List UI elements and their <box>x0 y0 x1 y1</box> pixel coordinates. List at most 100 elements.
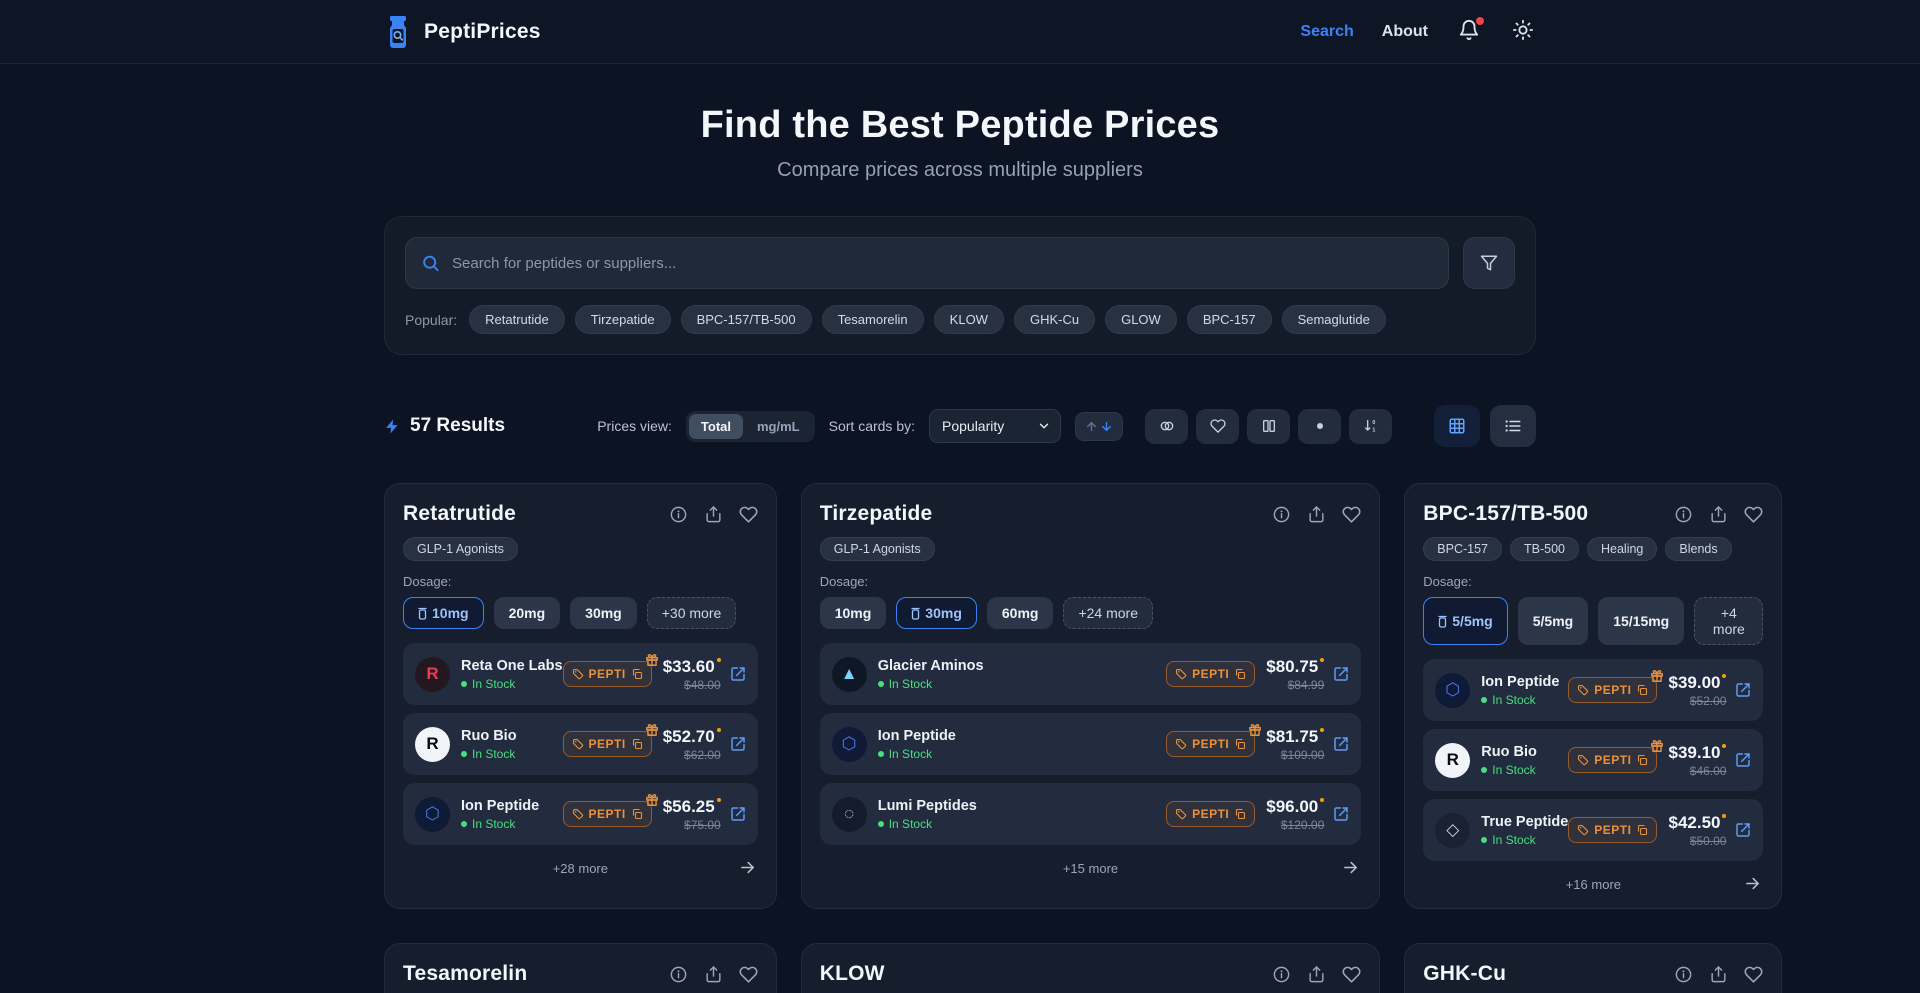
coupon-button[interactable]: PEPTI <box>1166 801 1256 827</box>
brand-logo[interactable]: PeptiPrices <box>384 15 541 49</box>
grid-view-button[interactable] <box>1434 405 1480 447</box>
supplier-row[interactable]: ⬡ Ion Peptide In Stock PEPTI $56.25 $75.00 <box>403 783 758 845</box>
popular-tag-pill[interactable]: GHK-Cu <box>1013 305 1096 334</box>
share-button[interactable] <box>1307 965 1326 984</box>
dosage-pill[interactable]: 5/5mg <box>1517 597 1589 645</box>
price-indicator-dot <box>716 797 721 802</box>
heart-button[interactable] <box>739 965 758 984</box>
external-link-button[interactable] <box>730 666 746 682</box>
more-suppliers-button[interactable]: +15 more <box>1062 860 1119 876</box>
supplier-row[interactable]: R Ruo Bio In Stock PEPTI $39.10 $46.00 <box>1423 729 1764 791</box>
price-indicator-dot <box>1722 743 1727 748</box>
more-suppliers-button[interactable]: +16 more <box>1565 876 1622 892</box>
heart-button[interactable] <box>1744 505 1764 524</box>
popular-tag-pill[interactable]: BPC-157 <box>1186 305 1272 334</box>
dosage-pill[interactable]: 10mg <box>403 597 484 629</box>
supplier-row[interactable]: ◇ True Peptide In Stock PEPTI $42.50 $50.00 <box>1423 799 1764 861</box>
info-button[interactable] <box>1272 505 1291 524</box>
tag-icon <box>1175 668 1187 680</box>
popular-tag-pill[interactable]: Retatrutide <box>469 305 565 334</box>
dosage-pill[interactable]: 5/5mg <box>1423 597 1508 645</box>
popular-tag-pill[interactable]: Tesamorelin <box>821 305 924 334</box>
share-button[interactable] <box>704 505 723 524</box>
heart-button[interactable] <box>1342 965 1361 984</box>
dosage-more-button[interactable]: +4 more <box>1694 597 1764 645</box>
old-price: $62.00 <box>684 747 721 762</box>
popular-tag-pill[interactable]: Semaglutide <box>1281 305 1386 334</box>
external-link-button[interactable] <box>1333 666 1349 682</box>
external-link-button[interactable] <box>730 806 746 822</box>
coupon-button[interactable]: PEPTI <box>562 731 652 757</box>
popular-tag-pill[interactable]: GLOW <box>1105 305 1177 334</box>
coupon-button[interactable]: PEPTI <box>1568 817 1658 843</box>
view-all-arrow-button[interactable] <box>1342 859 1359 876</box>
info-button[interactable] <box>669 505 688 524</box>
external-link-button[interactable] <box>730 736 746 752</box>
heart-button[interactable] <box>739 505 758 524</box>
dosage-pill[interactable]: 15/15mg <box>1598 597 1685 645</box>
sort-direction-button[interactable] <box>1075 411 1123 441</box>
info-button[interactable] <box>669 965 688 984</box>
dosage-pill[interactable]: 30mg <box>896 597 977 629</box>
coupon-button[interactable]: PEPTI <box>1166 661 1256 687</box>
view-all-arrow-button[interactable] <box>739 859 756 876</box>
stock-status: In Stock <box>461 817 539 831</box>
coupon-button[interactable]: PEPTI <box>562 661 652 687</box>
external-link-button[interactable] <box>1735 822 1751 838</box>
share-button[interactable] <box>704 965 723 984</box>
coupon-button[interactable]: PEPTI <box>562 801 652 827</box>
popular-tag-pill[interactable]: BPC-157/TB-500 <box>680 305 812 334</box>
dosage-pill[interactable]: 20mg <box>493 597 561 629</box>
columns-button[interactable] <box>1247 408 1290 444</box>
more-suppliers-button[interactable]: +28 more <box>552 860 608 876</box>
external-link-button[interactable] <box>1333 806 1349 822</box>
heart-button[interactable] <box>1196 408 1239 444</box>
coupon-button[interactable]: PEPTI <box>1166 731 1256 757</box>
stock-dot <box>461 820 467 827</box>
price-mode-mgml[interactable]: mg/mL <box>745 414 812 439</box>
dot-icon <box>1312 418 1328 434</box>
heart-button[interactable] <box>1342 505 1361 524</box>
coupon-button[interactable]: PEPTI <box>1568 747 1658 773</box>
dosage-pill[interactable]: 30mg <box>570 597 637 629</box>
filter-button[interactable] <box>1463 237 1515 289</box>
supplier-row[interactable]: ▲ Glacier Aminos In Stock PEPTI $80.75 $84.99 <box>819 643 1362 705</box>
supplier-row[interactable]: R Ruo Bio In Stock PEPTI $52.70 $62.00 <box>403 713 758 775</box>
supplier-row[interactable]: ⬡ Ion Peptide In Stock PEPTI $39.00 $52.00 <box>1423 659 1764 721</box>
supplier-avatar: R <box>415 656 450 692</box>
overlap-circles-button[interactable] <box>1145 408 1188 444</box>
share-button[interactable] <box>1709 505 1728 524</box>
coupon-button[interactable]: PEPTI <box>1568 677 1658 703</box>
info-button[interactable] <box>1272 965 1291 984</box>
nav-link-search[interactable]: Search <box>1300 22 1354 40</box>
nav-link-about[interactable]: About <box>1381 22 1428 40</box>
theme-toggle-button[interactable] <box>1510 19 1536 45</box>
dosage-pill[interactable]: 10mg <box>819 597 887 629</box>
stock-dot <box>877 820 884 827</box>
view-all-arrow-button[interactable] <box>1744 875 1761 892</box>
dosage-more-button[interactable]: +30 more <box>646 597 737 629</box>
external-link-button[interactable] <box>1735 682 1751 698</box>
dot-button[interactable] <box>1298 408 1341 444</box>
supplier-row[interactable]: ⬡ Ion Peptide In Stock PEPTI $81.75 $109.00 <box>819 713 1362 775</box>
supplier-row[interactable]: R Reta One Labs In Stock PEPTI $33.60 $48.00 <box>403 643 758 705</box>
supplier-row[interactable]: ◌ Lumi Peptides In Stock PEPTI $96.00 $120.00 <box>819 783 1362 845</box>
info-button[interactable] <box>1674 505 1693 524</box>
popular-tag-pill[interactable]: KLOW <box>933 305 1004 334</box>
dosage-pill[interactable]: 60mg <box>986 597 1054 629</box>
card-actions <box>1272 965 1361 984</box>
dosage-more-button[interactable]: +24 more <box>1063 597 1153 629</box>
search-input[interactable] <box>405 237 1449 289</box>
external-link-button[interactable] <box>1333 736 1349 752</box>
price-mode-total[interactable]: Total <box>688 413 743 439</box>
share-button[interactable] <box>1709 965 1728 984</box>
external-link-button[interactable] <box>1735 752 1751 768</box>
list-view-button[interactable] <box>1490 405 1536 447</box>
sort-select[interactable]: Popularity <box>929 409 1061 443</box>
info-button[interactable] <box>1674 965 1693 984</box>
heart-button[interactable] <box>1744 965 1764 984</box>
popular-tag-pill[interactable]: Tirzepatide <box>574 305 671 334</box>
share-button[interactable] <box>1307 505 1326 524</box>
notifications-button[interactable] <box>1456 16 1484 45</box>
